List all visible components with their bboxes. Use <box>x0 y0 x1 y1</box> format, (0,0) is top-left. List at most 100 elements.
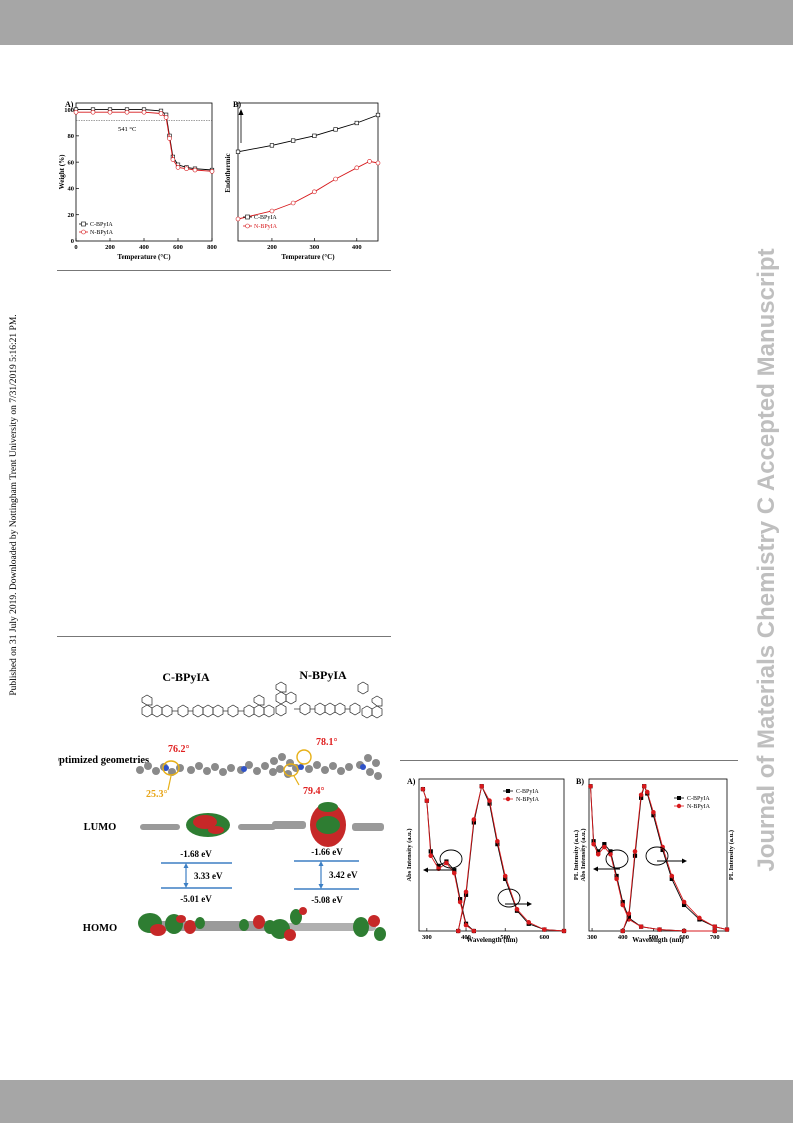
pl-legend-label-n: N-BPyIA <box>687 804 711 810</box>
pl-legend-marker-n <box>676 803 682 809</box>
dsc-n-bpyia-point <box>290 200 296 206</box>
abs-pl-n-bpyia-point <box>471 817 477 822</box>
abs-x-tick-label: 500 <box>500 934 510 941</box>
abs-pl-n-bpyia-point <box>542 927 547 932</box>
dsc-arrowhead <box>238 109 244 115</box>
abs-n-bpyia-point <box>428 853 434 859</box>
pl-n-bpyia-point <box>681 899 687 905</box>
dsc-x-axis-label: Temperature (°C) <box>281 253 335 261</box>
c-angle-1: 76.2° <box>168 744 190 755</box>
abs-n-bpyia-point <box>471 928 477 934</box>
dsc-panel-label: B) <box>233 100 241 109</box>
n-energy-diagram: -1.66 eV 3.42 eV -5.08 eV <box>294 847 359 905</box>
pl-y-axis-label-1: PL Intensity (a.u.) <box>573 830 580 880</box>
n-angle-1: 78.1° <box>316 737 338 748</box>
figure-rule <box>400 760 738 761</box>
dsc-c-bpyia-point <box>269 143 275 148</box>
pl-n-bpyia-point <box>651 809 656 815</box>
abs-pl-n-bpyia-point <box>495 838 500 844</box>
pl-indicator-circle <box>497 888 521 908</box>
pl-em-right-arrowhead <box>682 858 687 864</box>
pl-abs-n-bpyia-point <box>595 851 601 857</box>
dsc-c-bpyia-line <box>237 114 379 153</box>
dft-row-optimized: Optimized geometries <box>58 755 149 766</box>
pl-legend-label-c: C-BPyIA <box>687 796 710 802</box>
n-homo-orbital <box>270 907 386 941</box>
pl-abs-n-bpyia-point <box>620 902 626 908</box>
c-homo-orbital <box>138 913 276 936</box>
dsc-c-bpyia-point <box>333 127 338 132</box>
journal-watermark-text: Journal of Materials Chemistry C Accepte… <box>753 248 780 872</box>
tga-annotation: 541 °C <box>118 126 136 133</box>
pl-n-bpyia-point <box>626 911 632 916</box>
pl-abs-n-bpyia-point <box>591 841 596 847</box>
n-homo-value: -5.08 eV <box>311 895 343 905</box>
n-lumo-value: -1.66 eV <box>311 847 343 857</box>
pl-abs-n-bpyia-point <box>657 927 662 932</box>
publication-note: Published on 31 July 2019. Downloaded by… <box>9 314 19 696</box>
pl-abs-left-arrowhead <box>593 866 598 872</box>
dsc-legend-label-n: N-BPyIA <box>254 224 278 230</box>
tga-x-ticks: 0 200 400 600 800 <box>74 238 217 251</box>
dsc-c-bpyia-point <box>235 149 241 154</box>
tga-chart: A) 0 20 40 60 80 100 0 200 400 600 800 541 °C C-B… <box>58 100 217 261</box>
abs-x-tick-label: 300 <box>422 934 432 941</box>
tga-n-bpyia-point <box>141 109 147 115</box>
n-torsion-highlight-1 <box>296 749 312 765</box>
tga-n-bpyia-point <box>192 167 198 173</box>
figure-rule <box>57 636 391 637</box>
tga-n-bpyia-point <box>170 157 176 162</box>
pl-abs-n-bpyia-point <box>602 844 607 850</box>
pl-n-bpyia-point <box>697 915 702 921</box>
pl-x-axis-label: Wavelength (nm) <box>632 936 684 944</box>
c-torsion-highlight <box>162 760 180 776</box>
c-optimized-geometry: 76.2° 25.3° <box>136 744 277 800</box>
n-torsion-highlight-2 <box>283 763 299 777</box>
abs-legend-marker-n <box>505 796 511 802</box>
abs-pl-n-bpyia-point <box>514 906 520 912</box>
figure-rule <box>57 270 391 271</box>
pl-n-bpyia-point <box>638 792 644 798</box>
tga-y-tick-label: 80 <box>68 133 75 140</box>
dsc-chart: B) 200 300 400 Endothermic C-BPyIA N-BPyIA… <box>224 100 381 261</box>
abs-indicator-circle <box>439 849 463 869</box>
c-bpyia-structure <box>141 694 275 718</box>
dft-title-c: C-BPyIA <box>162 670 210 684</box>
tga-plot-frame <box>75 102 213 242</box>
journal-watermark: Journal of Materials Chemistry C Accepte… <box>752 150 782 970</box>
header-band <box>0 0 793 45</box>
c-angle-2: 25.3° <box>146 789 168 800</box>
dft-row-homo: HOMO <box>83 923 117 934</box>
pl-legend-marker-c <box>677 796 681 800</box>
abs-panel-label: A) <box>407 777 416 786</box>
tga-n-bpyia-point <box>167 136 172 141</box>
dsc-n-bpyia-point <box>333 176 338 182</box>
abs-legend-marker-c <box>506 789 510 793</box>
abs-pl-n-bpyia-point <box>502 873 508 879</box>
dsc-x-tick-label: 300 <box>309 244 319 251</box>
dsc-n-bpyia-point <box>367 159 372 164</box>
dsc-y-axis-label: Endothermic <box>224 153 232 192</box>
dsc-legend-marker-n <box>245 223 250 229</box>
dsc-n-bpyia-point <box>375 160 381 166</box>
n-optimized-geometry: 78.1° 79.4° <box>270 737 382 797</box>
tga-panel-label: A) <box>65 100 74 109</box>
pl-legend: C-BPyIA N-BPyIA <box>674 796 711 810</box>
tga-legend-label-c: C-BPyIA <box>90 222 113 228</box>
dft-figure: C-BPyIA N-BPyIA O <box>58 668 386 941</box>
c-lumo-orbital <box>140 813 276 837</box>
pl-panel-label: B) <box>576 777 584 786</box>
dsc-plot-frame <box>237 102 379 242</box>
pl-y-axis-label-right: PL Intensity (a.u.) <box>728 830 735 880</box>
abs-plot-frame <box>418 778 565 932</box>
tga-x-tick-label: 600 <box>173 244 183 251</box>
tga-x-tick-label: 800 <box>207 244 217 251</box>
dft-row-lumo: LUMO <box>84 822 117 833</box>
abs-left-arrowhead <box>423 867 428 873</box>
tga-y-tick-label: 0 <box>71 238 74 245</box>
dsc-x-tick-label: 200 <box>267 244 277 251</box>
c-energy-diagram: -1.68 eV 3.33 eV -5.01 eV <box>161 849 232 904</box>
tga-x-tick-label: 400 <box>139 244 149 251</box>
c-lumo-value: -1.68 eV <box>180 849 212 859</box>
pl-c-bpyia-line <box>622 784 728 932</box>
